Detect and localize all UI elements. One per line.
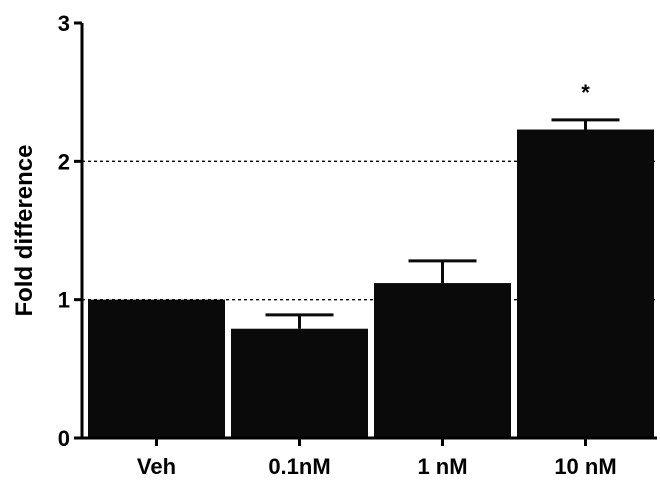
error-bars <box>265 118 620 329</box>
y-tick-label: 2 <box>58 149 70 174</box>
bars <box>88 129 654 438</box>
x-tick-label: 0.1nM <box>268 454 330 479</box>
bar-0-1nm <box>231 328 368 438</box>
annotations: * <box>581 80 590 105</box>
y-ticks: 0 1 2 3 <box>58 11 82 451</box>
x-tick-labels: Veh 0.1nM 1 nM 10 nM <box>137 438 617 479</box>
y-tick-label: 3 <box>58 11 70 36</box>
x-tick-label: Veh <box>137 454 176 479</box>
x-tick-label: 1 nM <box>417 454 467 479</box>
x-tick-label: 10 nM <box>554 454 616 479</box>
bar-veh <box>88 299 225 438</box>
y-tick-label: 0 <box>58 426 70 451</box>
y-axis-title: Fold difference <box>11 144 38 316</box>
bar-1-nm <box>374 283 511 438</box>
axes <box>80 23 657 440</box>
significance-marker: * <box>581 80 590 105</box>
y-tick-label: 1 <box>58 288 70 313</box>
bar-10-nm <box>517 129 654 438</box>
